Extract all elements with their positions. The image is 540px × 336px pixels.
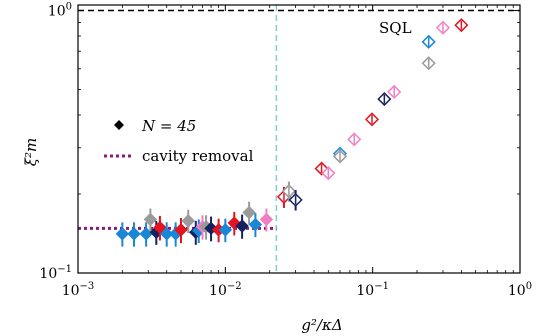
- data-point-filled: [242, 205, 256, 220]
- x-tick-label: 100: [508, 281, 532, 299]
- x-tick-label: 10−2: [209, 281, 242, 299]
- x-tick-label: 10−3: [62, 281, 95, 299]
- data-point-filled: [143, 212, 158, 227]
- axis-ticks: [77, 5, 521, 274]
- legend: N = 45 cavity removal: [104, 117, 254, 165]
- legend-n-label: N = 45: [141, 117, 196, 135]
- legend-filled-diamond-marker: [114, 120, 124, 130]
- sql-label: SQL: [379, 19, 412, 37]
- data-point-filled: [174, 223, 188, 237]
- data-point-filled: [181, 214, 195, 228]
- data-point-filled: [248, 217, 263, 232]
- x-tick-label: 10−1: [356, 281, 389, 299]
- plot-area: [78, 5, 520, 273]
- x-axis-label: g²/κΔ: [301, 316, 342, 334]
- data-point-filled: [218, 223, 233, 237]
- plot-frame: [77, 4, 521, 274]
- data-point-filled: [204, 221, 218, 236]
- y-tick-label: 10−1: [39, 264, 72, 282]
- axis-tick-labels: 10−3 10−2 10−1 100 10−1 100: [39, 2, 532, 299]
- y-tick-label: 100: [48, 2, 72, 20]
- data-point-filled: [153, 220, 167, 235]
- y-axis-label: ξ²m: [22, 138, 40, 167]
- data-point-filled: [235, 219, 249, 233]
- data-point-filled: [115, 227, 130, 241]
- data-point-filled: [259, 212, 274, 227]
- data-point-filled: [227, 216, 241, 230]
- legend-cavity-label: cavity removal: [142, 147, 254, 165]
- data-point-filled: [127, 227, 141, 241]
- data-point-filled: [159, 227, 174, 241]
